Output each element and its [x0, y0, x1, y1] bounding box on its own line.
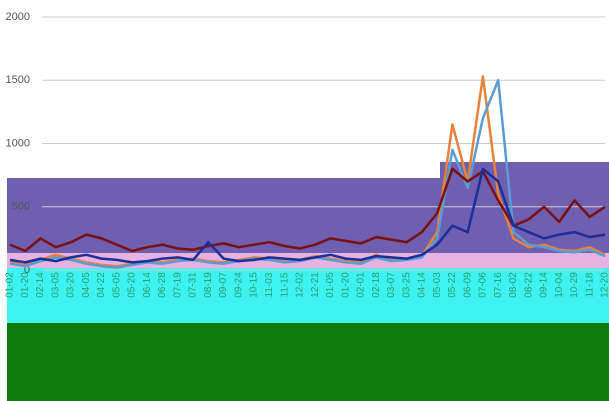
- x-tick-label: 09-24: [233, 272, 244, 298]
- x-tick-label: 01-05: [325, 272, 336, 298]
- x-tick-label: 05-03: [432, 272, 443, 298]
- x-tick-label: 03-05: [50, 272, 61, 298]
- block: [440, 162, 609, 182]
- x-tick-label: 02-18: [371, 272, 382, 298]
- y-tick-label: 1000: [6, 137, 30, 149]
- x-tick-label: 04-22: [96, 272, 107, 298]
- x-tick-label: 11-18: [584, 272, 595, 297]
- grid: 0 500 1000 1500 2000: [6, 11, 605, 276]
- x-tick-label: 11-15: [279, 272, 290, 297]
- x-tick-label: 02-01: [356, 272, 367, 298]
- y-tick-label: 500: [12, 201, 30, 213]
- x-tick-label: 01-20: [20, 272, 31, 298]
- x-tick-label: 12-02: [295, 272, 306, 298]
- x-tick-label: 02-14: [35, 272, 46, 298]
- x-tick-label: 10-15: [249, 272, 260, 298]
- x-tick-label: 07-16: [493, 272, 504, 298]
- y-tick-label: 0: [24, 264, 30, 276]
- x-tick-label: 06-28: [157, 272, 168, 298]
- series-line: [9, 167, 606, 264]
- block: [7, 268, 609, 323]
- x-tick-label: 10-29: [569, 272, 580, 298]
- x-tick-label: 05-22: [447, 272, 458, 298]
- series-line: [9, 167, 606, 253]
- x-tick-label: 10-04: [554, 272, 565, 298]
- x-tick-label: 03-25: [401, 272, 412, 298]
- x-tick-label: 06-14: [142, 272, 153, 298]
- x-tick-label: 05-20: [127, 272, 138, 298]
- x-tick-label: 07-31: [188, 272, 199, 298]
- block: [7, 323, 609, 401]
- x-tick-label: 05-05: [111, 272, 122, 298]
- y-tick-label: 1500: [6, 74, 30, 86]
- x-tick-label: 11-03: [264, 272, 275, 297]
- x-labels: 01-02 01-20 02-14 03-05 03-20 04-05 04-22 05-05…: [5, 272, 609, 298]
- x-tick-label: 03-07: [386, 272, 397, 298]
- x-tick-label: 07-06: [478, 272, 489, 298]
- x-tick-label: 08-19: [203, 272, 214, 298]
- x-tick-label: 01-02: [5, 272, 16, 298]
- x-tick-label: 09-07: [218, 272, 229, 298]
- x-tick-label: 08-02: [508, 272, 519, 298]
- x-tick-label: 01-20: [340, 272, 351, 298]
- x-tick-label: 07-19: [172, 272, 183, 298]
- x-tick-label: 04-05: [81, 272, 92, 298]
- x-tick-label: 03-20: [66, 272, 77, 298]
- lines: [9, 75, 606, 269]
- x-tick-label: 06-09: [462, 272, 473, 298]
- x-tick-label: 08-22: [523, 272, 534, 298]
- x-tick-label: 09-14: [539, 272, 550, 298]
- y-tick-label: 2000: [6, 11, 30, 23]
- x-tick-label: 04-14: [417, 272, 428, 298]
- x-tick-label: 12-20: [600, 272, 609, 298]
- x-tick-label: 12-21: [310, 272, 321, 298]
